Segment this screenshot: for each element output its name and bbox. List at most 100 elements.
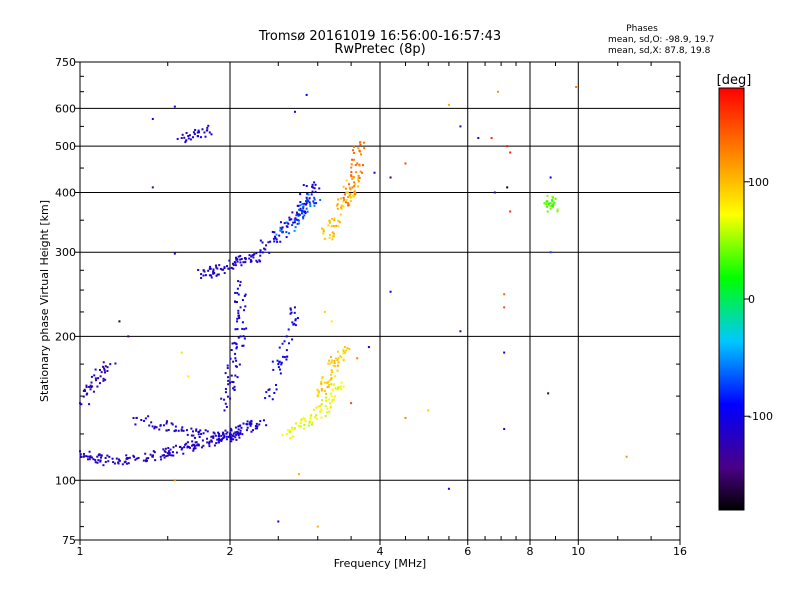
- data-point: [331, 400, 334, 403]
- stats-line-o: mean, sd,O: -98.9, 19.7: [608, 35, 714, 45]
- data-point: [328, 398, 331, 401]
- data-point: [208, 274, 211, 277]
- data-point: [302, 210, 305, 213]
- x-axis: 1 2 4 6 8 10 16: [77, 62, 687, 558]
- data-point: [97, 377, 100, 380]
- data-point: [125, 454, 128, 457]
- data-point: [103, 367, 106, 370]
- data-point: [126, 462, 129, 465]
- data-point: [200, 446, 203, 449]
- data-point: [328, 379, 331, 382]
- data-point: [86, 392, 89, 395]
- data-point: [237, 425, 240, 428]
- data-point: [503, 306, 506, 309]
- data-point: [231, 342, 234, 345]
- data-point: [258, 259, 261, 262]
- data-point: [327, 362, 330, 365]
- data-point: [83, 388, 86, 391]
- data-point: [328, 362, 331, 365]
- data-point: [549, 207, 552, 210]
- data-point: [316, 388, 319, 391]
- data-point: [490, 137, 493, 140]
- data-point: [192, 430, 195, 433]
- data-point: [240, 426, 243, 429]
- data-point: [143, 419, 146, 422]
- data-point: [162, 448, 165, 451]
- data-point: [79, 450, 81, 453]
- y-tick-label: 500: [55, 140, 76, 153]
- data-point: [336, 203, 339, 206]
- data-point: [546, 210, 549, 213]
- data-point: [184, 443, 187, 446]
- data-point: [223, 436, 226, 439]
- data-point: [309, 205, 312, 208]
- data-point: [336, 204, 339, 207]
- data-point: [197, 444, 200, 447]
- data-point: [347, 204, 350, 207]
- data-point: [216, 438, 219, 441]
- data-point: [99, 456, 102, 459]
- data-point: [229, 397, 232, 400]
- data-point: [192, 449, 195, 452]
- data-point: [268, 251, 271, 254]
- data-point: [546, 205, 549, 208]
- data-point: [203, 270, 206, 273]
- data-point: [324, 405, 327, 408]
- data-point: [140, 419, 143, 422]
- data-point: [302, 207, 305, 210]
- data-point: [197, 433, 200, 436]
- data-point: [198, 131, 201, 134]
- data-point: [321, 377, 324, 380]
- data-point: [200, 276, 203, 279]
- data-point: [261, 251, 264, 254]
- data-point: [256, 260, 259, 263]
- data-point: [310, 414, 313, 417]
- data-point: [303, 417, 306, 420]
- data-point: [244, 305, 247, 308]
- data-point: [245, 327, 248, 330]
- data-point: [329, 356, 332, 359]
- data-point: [343, 346, 346, 349]
- data-point: [194, 436, 197, 439]
- data-point: [289, 429, 292, 432]
- data-point: [339, 355, 342, 358]
- data-point: [232, 438, 235, 441]
- data-point: [278, 361, 281, 364]
- data-point: [166, 452, 169, 455]
- data-point: [352, 149, 355, 152]
- data-point: [190, 427, 193, 430]
- data-point: [193, 444, 196, 447]
- data-point: [192, 443, 195, 446]
- data-point: [296, 317, 299, 320]
- data-point: [210, 276, 213, 279]
- data-point: [192, 434, 195, 437]
- data-point: [237, 293, 240, 296]
- data-point: [128, 456, 131, 459]
- data-point: [193, 133, 196, 136]
- data-point: [320, 382, 323, 385]
- data-point: [204, 135, 207, 138]
- data-point: [185, 131, 188, 134]
- data-point: [212, 270, 215, 273]
- data-point: [286, 355, 289, 358]
- data-point: [325, 396, 328, 399]
- data-point: [351, 186, 354, 189]
- data-point: [163, 450, 166, 453]
- data-point: [427, 409, 430, 412]
- data-point: [237, 255, 240, 258]
- data-point: [190, 434, 193, 437]
- data-point: [133, 455, 136, 458]
- data-point: [258, 423, 261, 426]
- data-point: [447, 487, 450, 490]
- data-point: [302, 184, 305, 187]
- data-point: [342, 205, 345, 208]
- data-point: [232, 360, 235, 363]
- data-point: [195, 428, 198, 431]
- data-point: [330, 359, 333, 362]
- data-point: [219, 438, 222, 441]
- data-point: [287, 222, 290, 225]
- data-point: [245, 429, 248, 432]
- data-point: [299, 422, 302, 425]
- data-point: [358, 176, 361, 179]
- data-point: [184, 141, 187, 144]
